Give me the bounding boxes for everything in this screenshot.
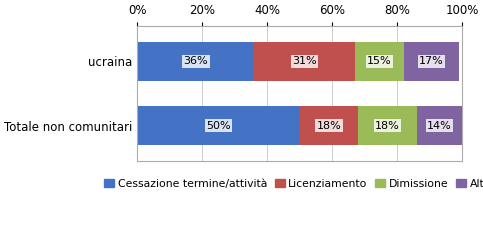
Text: 50%: 50% — [206, 120, 231, 131]
Text: 31%: 31% — [292, 57, 317, 66]
Bar — [255, 42, 355, 81]
Bar — [137, 106, 300, 145]
Text: 36%: 36% — [184, 57, 208, 66]
Bar — [355, 42, 404, 81]
Text: 18%: 18% — [317, 120, 341, 131]
Bar — [300, 106, 358, 145]
Bar — [358, 106, 417, 145]
Text: 15%: 15% — [367, 57, 392, 66]
Text: 14%: 14% — [427, 120, 452, 131]
Text: 17%: 17% — [419, 57, 444, 66]
Legend: Cessazione termine/attività, Licenziamento, Dimissione, Altre: Cessazione termine/attività, Licenziamen… — [101, 176, 483, 192]
Bar — [417, 106, 462, 145]
Bar — [137, 42, 255, 81]
Bar — [404, 42, 459, 81]
Text: 18%: 18% — [375, 120, 400, 131]
